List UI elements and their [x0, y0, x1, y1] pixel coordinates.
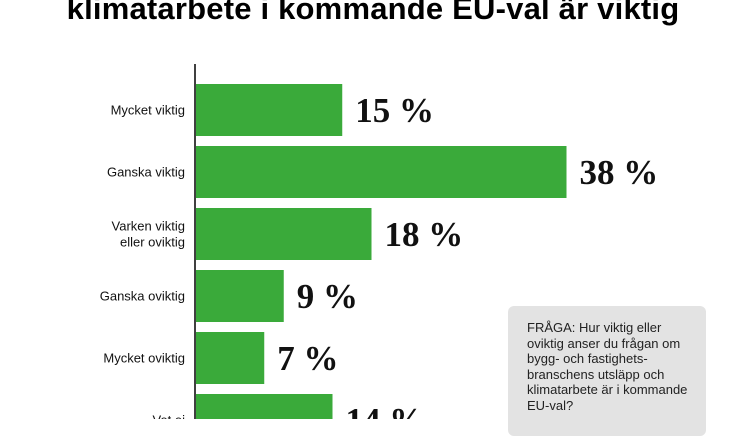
value-label-0: 15 % [355, 91, 434, 130]
category-label-0: Mycket viktig [111, 103, 185, 118]
bar-3 [196, 270, 284, 322]
question-box: FRÅGA: Hur viktig eller oviktig anser du… [508, 306, 706, 436]
value-label-5: 14 % [346, 401, 425, 419]
bar-4 [196, 332, 265, 384]
category-label-1: Ganska viktig [107, 165, 185, 180]
chart-title: klimatarbete i kommande EU-val är viktig [66, 0, 680, 26]
value-label-1: 38 % [580, 153, 659, 192]
bar-5 [196, 394, 333, 419]
category-label-5: Vet ej [152, 413, 185, 420]
question-text: FRÅGA: Hur viktig eller oviktig anser du… [527, 320, 688, 413]
bar-1 [196, 146, 567, 198]
category-label-4: Mycket oviktig [103, 351, 185, 366]
value-label-4: 7 % [277, 339, 338, 378]
bar-2 [196, 208, 372, 260]
bar-chart: 15 % Mycket viktig 38 % Ganska viktig 18 % Va… [100, 64, 659, 420]
value-label-2: 18 % [385, 215, 464, 254]
category-label-2: Varken viktig eller oviktig [112, 219, 185, 250]
category-label-3: Ganska oviktig [100, 289, 185, 304]
value-label-3: 9 % [297, 277, 358, 316]
bars-group: 15 % Mycket viktig 38 % Ganska viktig 18 % Va… [100, 84, 659, 420]
bar-0 [196, 84, 343, 136]
